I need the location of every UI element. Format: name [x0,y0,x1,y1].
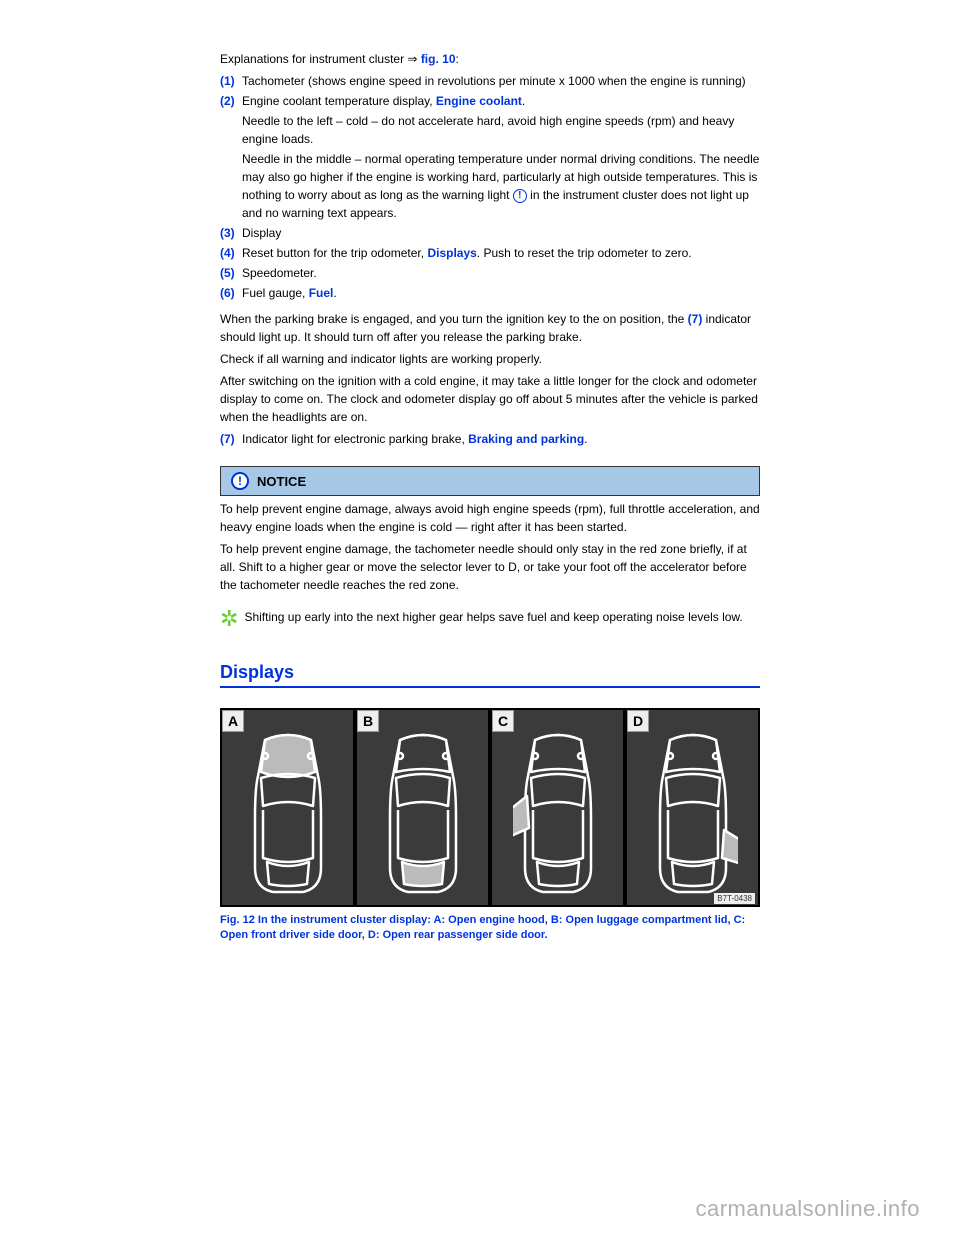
notice-icon: ! [231,472,249,490]
item-number: (7) [220,430,242,448]
fig-ref-link[interactable]: fig. 10 [421,52,456,66]
item-text: Needle in the middle – normal operating … [242,150,760,222]
panel-label: C [492,710,514,732]
list-item: (3) Display [220,224,760,242]
list-subitem: Needle in the middle – normal operating … [220,150,760,222]
ref-number-link[interactable]: (7) [688,312,703,326]
figure-panel: B [357,710,488,905]
item-text: Needle to the left – cold – do not accel… [242,112,760,148]
item-number: (5) [220,264,242,282]
item-number: (2) [220,92,242,110]
figure-panel: A [222,710,353,905]
flower-icon: ✲ [220,608,238,630]
list-subitem: Needle to the left – cold – do not accel… [220,112,760,148]
paragraph: When the parking brake is engaged, and y… [220,310,760,346]
coolant-link[interactable]: Engine coolant [436,94,522,108]
item-text: Fuel gauge, Fuel. [242,284,760,302]
figure-panel: C [492,710,623,905]
car-icon [378,728,468,898]
panel-label: B [357,710,379,732]
section-title: Displays [220,662,760,688]
list-item: (1) Tachometer (shows engine speed in re… [220,72,760,90]
notice-body: To help prevent engine damage, always av… [220,500,760,536]
list-item: (7) Indicator light for electronic parki… [220,430,760,448]
item-text: Reset button for the trip odometer, Disp… [242,244,760,262]
item-text: Indicator light for electronic parking b… [242,430,760,448]
notice-label: NOTICE [257,474,306,489]
car-icon [513,728,603,898]
item-number: (1) [220,72,242,90]
item-number: (3) [220,224,242,242]
list-item: (5) Speedometer. [220,264,760,282]
braking-link[interactable]: Braking and parking [468,432,584,446]
figure: A B [220,708,760,944]
panel-label: D [627,710,649,732]
panel-label: A [222,710,244,732]
footer-watermark: carmanualsonline.info [695,1196,920,1222]
paragraph: Check if all warning and indicator light… [220,350,760,368]
figure-caption: Fig. 12 In the instrument cluster displa… [220,913,760,944]
notice-header: ! NOTICE [220,466,760,496]
paragraph: After switching on the ignition with a c… [220,372,760,426]
car-icon [648,728,738,898]
env-text: Shifting up early into the next higher g… [244,608,742,630]
fuel-link[interactable]: Fuel [309,286,334,300]
car-icon [243,728,333,898]
item-number: (4) [220,244,242,262]
item-text: Tachometer (shows engine speed in revolu… [242,72,760,90]
list-item: (4) Reset button for the trip odometer, … [220,244,760,262]
figure-panel: D B7T-0438 [627,710,758,905]
intro-line: Explanations for instrument cluster ⇒ fi… [220,50,760,68]
warning-icon: ! [513,189,527,203]
list-item: (6) Fuel gauge, Fuel. [220,284,760,302]
item-text: Engine coolant temperature display, Engi… [242,92,760,110]
figure-code: B7T-0438 [714,893,755,904]
intro-suffix: : [456,52,459,66]
item-text: Speedometer. [242,264,760,282]
list-item: (2) Engine coolant temperature display, … [220,92,760,110]
item-number: (6) [220,284,242,302]
intro-prefix: Explanations for instrument cluster ⇒ [220,52,421,66]
environment-note: ✲ Shifting up early into the next higher… [220,608,760,630]
item-text: Display [242,224,760,242]
displays-link[interactable]: Displays [427,246,476,260]
notice-body: To help prevent engine damage, the tacho… [220,540,760,594]
